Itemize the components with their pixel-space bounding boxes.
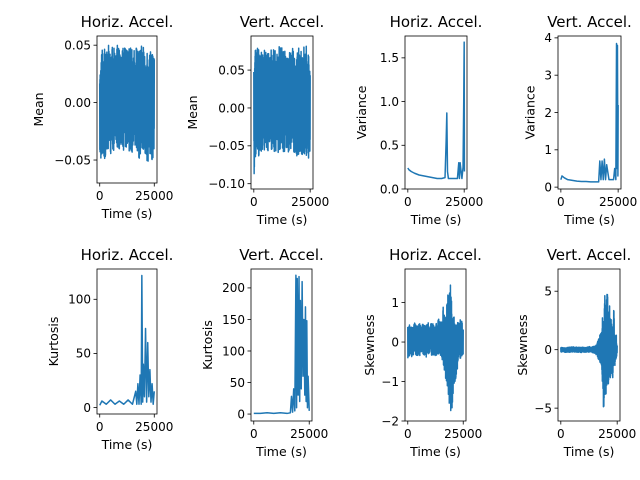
y-tick-label: 1 (544, 143, 552, 157)
series-line (407, 41, 466, 180)
series-line (253, 274, 310, 415)
subplot-title: Vert. Accel. (240, 13, 325, 31)
y-tick-label: 0 (544, 180, 552, 194)
x-axis-label: Time (s) (101, 437, 153, 452)
y-axis-label: Mean (185, 95, 200, 129)
x-tick-label: 25000 (598, 427, 636, 441)
y-tick-label: −0.10 (208, 177, 245, 191)
subplot-2: Vert. Accel. 0 25000 −0.10 −0.05 0.00 0.05 Time… (185, 13, 329, 227)
series-line (560, 42, 619, 183)
subplot-5: Horiz. Accel. 0 25000 0 50 100 Time (s) Kurtosi… (46, 246, 173, 452)
y-tick-label: 200 (222, 281, 245, 295)
subplot-3: Horiz. Accel. 0 25000 0.0 0.5 1.0 1.5 Time (s) V… (354, 13, 483, 227)
axes-frame (96, 268, 158, 415)
x-tick-label: 0 (404, 427, 412, 441)
subplot-title: Vert. Accel. (547, 246, 632, 264)
x-tick-label: 0 (96, 420, 104, 434)
y-axis-label: Kurtosis (46, 317, 61, 367)
series-line (253, 45, 311, 175)
axes-frame (557, 268, 621, 422)
subplot-title: Vert. Accel. (239, 246, 324, 264)
y-tick-label: 50 (230, 376, 245, 390)
y-tick-label: 0 (237, 407, 245, 421)
x-tick-label: 0 (557, 195, 565, 209)
subplot-6: Vert. Accel. 0 25000 0 50 100 150 200 Time (s) Ku… (200, 246, 328, 459)
y-tick-label: 0.5 (380, 139, 399, 153)
axes-frame (404, 268, 467, 422)
subplot-title: Horiz. Accel. (390, 13, 483, 31)
x-tick-label: 25000 (444, 427, 482, 441)
x-axis-label: Time (s) (256, 212, 308, 227)
x-axis-label: Time (s) (563, 212, 615, 227)
y-tick-label: −0.05 (208, 139, 245, 153)
series-line (560, 293, 618, 408)
subplot-title: Vert. Accel. (547, 13, 632, 31)
x-axis-label: Time (s) (563, 444, 615, 459)
x-tick-label: 25000 (290, 427, 328, 441)
y-tick-label: 100 (222, 344, 245, 358)
y-tick-label: 0.05 (218, 63, 245, 77)
y-tick-label: −5 (534, 401, 552, 415)
y-tick-label: 1.0 (380, 95, 399, 109)
y-tick-label: −0.05 (54, 153, 91, 167)
series-line (99, 274, 156, 406)
y-axis-label: Skewness (362, 314, 377, 375)
axes-frame (96, 35, 158, 184)
series-line (98, 44, 156, 162)
y-tick-label: 3 (544, 68, 552, 82)
y-tick-label: 5 (544, 285, 552, 299)
y-tick-label: 0.00 (64, 96, 91, 110)
x-axis-label: Time (s) (101, 206, 153, 221)
x-axis-label: Time (s) (255, 444, 307, 459)
x-tick-label: 25000 (445, 195, 483, 209)
y-axis-label: Variance (522, 85, 537, 139)
y-tick-label: 0 (544, 343, 552, 357)
y-tick-label: 0 (83, 401, 91, 415)
x-tick-label: 25000 (135, 189, 173, 203)
y-tick-label: −1 (381, 375, 399, 389)
subplot-title: Horiz. Accel. (81, 13, 174, 31)
x-tick-label: 0 (404, 195, 412, 209)
y-tick-label: 2 (544, 106, 552, 120)
subplot-8: Vert. Accel. 0 25000 −5 0 5 Time (s) Skewness (515, 246, 636, 459)
x-tick-label: 0 (250, 427, 258, 441)
x-tick-label: 25000 (599, 195, 637, 209)
y-tick-label: 100 (68, 293, 91, 307)
y-tick-label: 1 (391, 296, 399, 310)
x-tick-label: 0 (96, 189, 104, 203)
x-tick-label: 25000 (291, 195, 329, 209)
axes-frame (250, 268, 313, 422)
series-line (407, 284, 464, 412)
x-axis-label: Time (s) (410, 212, 462, 227)
y-axis-label: Kurtosis (200, 320, 215, 370)
y-axis-label: Mean (31, 92, 46, 126)
axes-frame (250, 35, 314, 190)
subplot-4: Vert. Accel. 0 25000 0 1 2 3 4 Time (s) Variance (522, 13, 637, 227)
axes-frame (404, 35, 468, 190)
y-tick-label: 0.0 (380, 182, 399, 196)
x-tick-label: 25000 (135, 420, 173, 434)
subplot-7: Horiz. Accel. 0 25000 −2 −1 0 1 Time (s) Skewnes… (362, 246, 483, 459)
y-tick-label: 1.5 (380, 51, 399, 65)
y-tick-label: 150 (222, 313, 245, 327)
y-tick-label: 0.00 (218, 101, 245, 115)
x-axis-label: Time (s) (409, 444, 461, 459)
subplot-1: Horiz. Accel. 0 25000 −0.05 0.00 0.05 Time (s)… (31, 13, 173, 221)
y-axis-label: Skewness (515, 314, 530, 375)
x-tick-label: 0 (250, 195, 258, 209)
y-tick-label: 0.05 (64, 38, 91, 52)
y-tick-label: 50 (76, 347, 91, 361)
subplot-title: Horiz. Accel. (81, 246, 174, 264)
subplot-title: Horiz. Accel. (389, 246, 482, 264)
y-axis-label: Variance (354, 85, 369, 139)
y-tick-label: 4 (544, 31, 552, 45)
x-tick-label: 0 (557, 427, 565, 441)
y-tick-label: −2 (381, 414, 399, 428)
y-tick-label: 0 (391, 335, 399, 349)
